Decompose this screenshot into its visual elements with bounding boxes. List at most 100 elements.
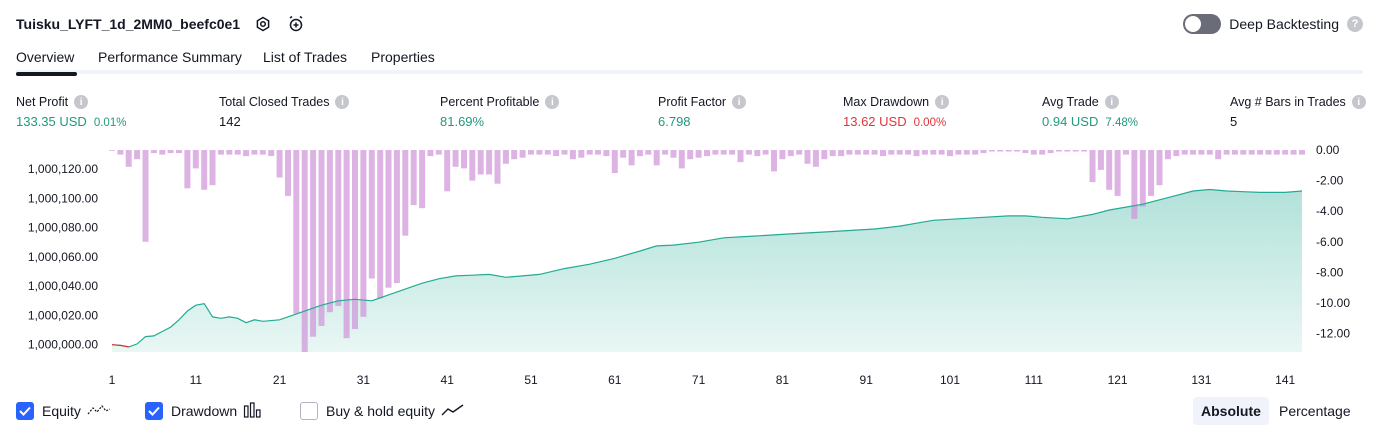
drawdown-bar	[921, 150, 928, 155]
drawdown-bar	[419, 150, 426, 209]
drawdown-bar	[477, 150, 484, 175]
metric-label: Avg Trade	[1042, 95, 1099, 109]
legend-buy-hold-equity[interactable]: Buy & hold equity	[300, 400, 465, 422]
drawdown-bar	[192, 150, 199, 169]
drawdown-bar	[955, 150, 962, 155]
drawdown-bar	[829, 150, 836, 157]
drawdown-bar	[1123, 150, 1129, 155]
info-icon[interactable]: i	[545, 95, 560, 109]
drawdown-bar	[502, 150, 509, 164]
drawdown-bar	[377, 150, 384, 299]
drawdown-bar	[1047, 150, 1054, 154]
drawdown-bar	[670, 150, 677, 158]
toggle-knob	[1185, 16, 1202, 32]
metric-label: Total Closed Trades	[219, 95, 330, 109]
drawdown-bar	[1231, 150, 1238, 155]
x-tick-label: 111	[1025, 373, 1044, 387]
percentage-button[interactable]: Percentage	[1279, 403, 1351, 419]
settings-icon[interactable]	[253, 14, 273, 34]
legend-drawdown[interactable]: Drawdown	[145, 400, 263, 422]
legend-equity[interactable]: Equity	[16, 400, 111, 422]
info-icon[interactable]: i	[1351, 95, 1366, 109]
x-tick-label: 141	[1275, 373, 1295, 387]
drawdown-bar	[176, 150, 182, 154]
drawdown-bar	[494, 150, 501, 184]
drawdown-bar	[1282, 150, 1289, 155]
y-left-tick-label: 1,000,000.00	[28, 338, 98, 352]
drawdown-label: Drawdown	[171, 403, 238, 419]
drawdown-bar	[410, 150, 417, 206]
drawdown-bar	[318, 150, 325, 326]
y-left-tick-label: 1,000,080.00	[28, 221, 98, 235]
drawdown-bar	[1206, 150, 1213, 155]
drawdown-bar	[1248, 150, 1255, 155]
deep-backtesting-label: Deep Backtesting	[1229, 16, 1339, 32]
drawdown-bar	[1005, 150, 1012, 152]
tab-performance-summary[interactable]: Performance Summary	[98, 49, 242, 65]
drawdown-bar	[712, 150, 719, 155]
info-icon[interactable]: i	[935, 95, 950, 109]
drawdown-bar	[947, 150, 953, 157]
metric-value: 6.798	[658, 114, 691, 129]
equity-drawdown-chart[interactable]: 1,000,000.00 1,000,020.00 1,000,040.00 1,00…	[0, 140, 1379, 390]
strategy-title: Tuisku_LYFT_1d_2MM0_beefc0e1	[16, 16, 241, 32]
x-tick-label: 51	[524, 373, 538, 387]
tab-list-of-trades[interactable]: List of Trades	[263, 49, 348, 65]
tab-properties[interactable]: Properties	[371, 49, 435, 65]
drawdown-bar	[125, 150, 132, 167]
drawdown-bar	[217, 150, 224, 155]
equity-label: Equity	[42, 403, 81, 419]
drawdown-bar	[938, 150, 945, 155]
drawdown-bar	[1131, 150, 1138, 219]
tab-overview[interactable]: Overview	[16, 49, 78, 76]
x-tick-label: 1	[109, 373, 116, 387]
drawdown-bar	[603, 150, 610, 157]
drawdown-bar	[1022, 150, 1029, 154]
y-right-tick-label: -8.00	[1316, 265, 1344, 279]
drawdown-bar	[134, 150, 141, 160]
drawdown-bar	[972, 150, 979, 155]
info-icon[interactable]: i	[74, 95, 89, 109]
drawdown-bar	[645, 150, 652, 155]
x-tick-label: 81	[776, 373, 790, 387]
drawdown-bar	[1097, 150, 1104, 170]
drawdown-bar	[804, 150, 811, 164]
drawdown-bar	[427, 150, 434, 157]
drawdown-bar	[326, 150, 333, 313]
info-icon[interactable]: i	[732, 95, 747, 109]
x-tick-label: 91	[860, 373, 874, 387]
drawdown-bar	[569, 150, 576, 160]
deep-backtesting-toggle[interactable]	[1183, 14, 1222, 34]
absolute-button[interactable]: Absolute	[1193, 397, 1269, 425]
metric-total-closed-trades: Total Closed Trades i 142	[219, 94, 350, 129]
drawdown-bar	[620, 150, 627, 158]
info-icon[interactable]: i	[1104, 95, 1119, 109]
drawdown-bar	[636, 150, 643, 157]
help-icon[interactable]: ?	[1347, 16, 1363, 32]
drawdown-bar	[905, 150, 912, 155]
drawdown-bar	[251, 150, 258, 155]
drawdown-bar	[812, 150, 819, 167]
alarm-add-icon[interactable]	[286, 14, 306, 34]
metric-value: 0.94 USD	[1042, 114, 1099, 129]
drawdown-bar	[980, 150, 987, 154]
info-icon[interactable]: i	[335, 95, 350, 109]
metric-net-profit: Net Profit i 133.35 USD 0.01%	[16, 94, 126, 129]
drawdown-bar	[385, 150, 392, 288]
tab-bar: Overview Performance Summary List of Tra…	[16, 42, 1363, 76]
drawdown-bar	[1089, 150, 1096, 183]
drawdown-bar	[310, 150, 317, 337]
drawdown-bar	[150, 150, 157, 154]
drawdown-bar	[184, 150, 191, 189]
drawdown-bar	[368, 150, 375, 279]
equity-checkbox[interactable]	[16, 402, 34, 420]
drawdown-bar	[888, 150, 895, 155]
drawdown-checkbox[interactable]	[145, 402, 163, 420]
drawdown-bar	[1030, 150, 1037, 155]
x-tick-label: 61	[608, 373, 622, 387]
drawdown-bar	[1156, 150, 1163, 186]
drawdown-bar	[737, 150, 744, 163]
drawdown-bar	[335, 150, 342, 307]
buy-hold-checkbox[interactable]	[300, 402, 318, 420]
drawdown-bar	[1114, 150, 1121, 196]
